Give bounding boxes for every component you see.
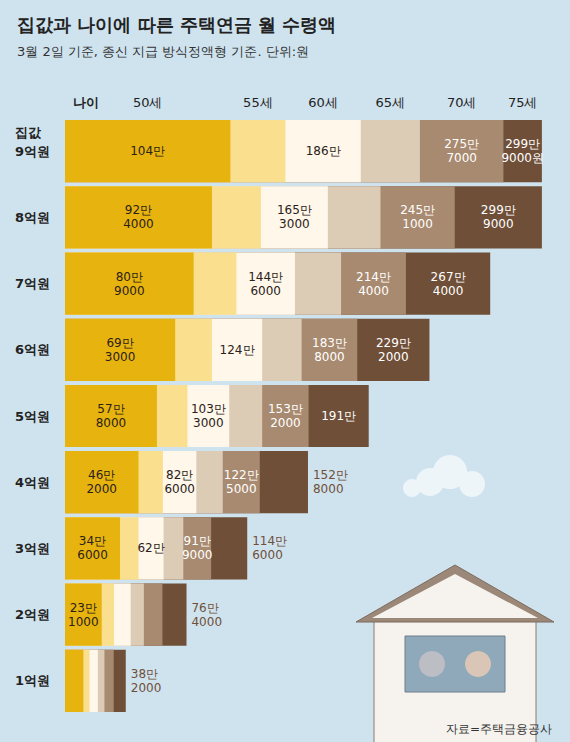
- svg-text:6000: 6000: [77, 548, 108, 562]
- svg-text:55세: 55세: [243, 95, 273, 110]
- svg-text:9000: 9000: [483, 217, 514, 231]
- svg-text:152만: 152만: [313, 468, 348, 482]
- svg-text:6000: 6000: [252, 548, 283, 562]
- svg-text:267만: 267만: [431, 270, 466, 284]
- svg-text:9억원: 9억원: [15, 144, 50, 159]
- svg-text:1억원: 1억원: [15, 673, 50, 688]
- svg-text:76만: 76만: [191, 601, 218, 615]
- svg-text:92만: 92만: [125, 203, 152, 217]
- svg-text:4000: 4000: [191, 615, 222, 629]
- svg-text:2000: 2000: [131, 681, 162, 695]
- svg-text:8000: 8000: [314, 350, 345, 364]
- svg-text:8억원: 8억원: [15, 210, 50, 225]
- svg-text:3억원: 3억원: [15, 541, 50, 556]
- svg-text:75세: 75세: [508, 95, 538, 110]
- svg-text:자료=주택금융공사: 자료=주택금융공사: [446, 722, 552, 736]
- svg-text:2000: 2000: [86, 482, 117, 496]
- svg-text:214만: 214만: [356, 270, 391, 284]
- svg-text:183만: 183만: [312, 336, 347, 350]
- svg-text:2000: 2000: [378, 350, 409, 364]
- svg-text:23만: 23만: [70, 601, 97, 615]
- svg-text:5000: 5000: [226, 482, 257, 496]
- svg-text:5억원: 5억원: [15, 409, 50, 424]
- svg-text:4000: 4000: [123, 217, 154, 231]
- svg-text:3000: 3000: [193, 416, 224, 430]
- svg-text:104만: 104만: [130, 144, 165, 158]
- svg-text:91만: 91만: [184, 534, 211, 548]
- svg-text:4000: 4000: [358, 284, 389, 298]
- svg-text:62만: 62만: [137, 541, 164, 555]
- svg-text:80만: 80만: [116, 270, 143, 284]
- svg-text:46만: 46만: [88, 468, 115, 482]
- svg-text:299만: 299만: [505, 137, 540, 151]
- svg-text:275만: 275만: [444, 137, 479, 151]
- svg-text:103만: 103만: [191, 402, 226, 416]
- svg-text:6000: 6000: [164, 482, 195, 496]
- svg-text:9000원: 9000원: [501, 151, 544, 165]
- svg-text:124만: 124만: [220, 343, 255, 357]
- svg-text:38만: 38만: [131, 667, 158, 681]
- svg-text:144만: 144만: [248, 270, 283, 284]
- svg-text:70세: 70세: [447, 95, 477, 110]
- svg-text:69만: 69만: [106, 336, 133, 350]
- svg-text:집값과 나이에 따른 주택연금 월 수령액: 집값과 나이에 따른 주택연금 월 수령액: [17, 14, 336, 35]
- svg-text:3000: 3000: [279, 217, 310, 231]
- svg-text:나이: 나이: [73, 95, 99, 110]
- svg-text:245만: 245만: [400, 203, 435, 217]
- svg-text:82만: 82만: [166, 468, 193, 482]
- svg-text:299만: 299만: [481, 203, 516, 217]
- svg-text:2000: 2000: [270, 416, 301, 430]
- svg-text:4000: 4000: [433, 284, 464, 298]
- svg-text:1000: 1000: [68, 615, 99, 629]
- svg-text:1000: 1000: [402, 217, 433, 231]
- svg-text:153만: 153만: [268, 402, 303, 416]
- svg-text:114만: 114만: [252, 534, 287, 548]
- svg-text:122만: 122만: [224, 468, 259, 482]
- svg-text:57만: 57만: [97, 402, 124, 416]
- svg-text:186만: 186만: [306, 144, 341, 158]
- svg-text:50세: 50세: [133, 95, 163, 110]
- svg-text:9000: 9000: [114, 284, 145, 298]
- svg-text:229만: 229만: [376, 336, 411, 350]
- svg-text:4억원: 4억원: [15, 475, 50, 490]
- svg-text:9000: 9000: [182, 548, 213, 562]
- svg-text:8000: 8000: [313, 482, 344, 496]
- svg-text:3월 2일 기준, 종신 지급 방식정액형 기준. 단위:원: 3월 2일 기준, 종신 지급 방식정액형 기준. 단위:원: [17, 44, 309, 59]
- svg-text:2억원: 2억원: [15, 607, 50, 622]
- svg-text:165만: 165만: [277, 203, 312, 217]
- svg-text:191만: 191만: [321, 409, 356, 423]
- svg-text:7억원: 7억원: [15, 276, 50, 291]
- svg-text:65세: 65세: [376, 95, 406, 110]
- svg-text:7000: 7000: [446, 151, 477, 165]
- svg-text:3000: 3000: [105, 350, 136, 364]
- svg-text:6000: 6000: [250, 284, 281, 298]
- svg-text:34만: 34만: [79, 534, 106, 548]
- svg-text:8000: 8000: [96, 416, 127, 430]
- svg-text:6억원: 6억원: [15, 342, 50, 357]
- svg-text:60세: 60세: [308, 95, 338, 110]
- svg-text:집값: 집값: [15, 125, 42, 140]
